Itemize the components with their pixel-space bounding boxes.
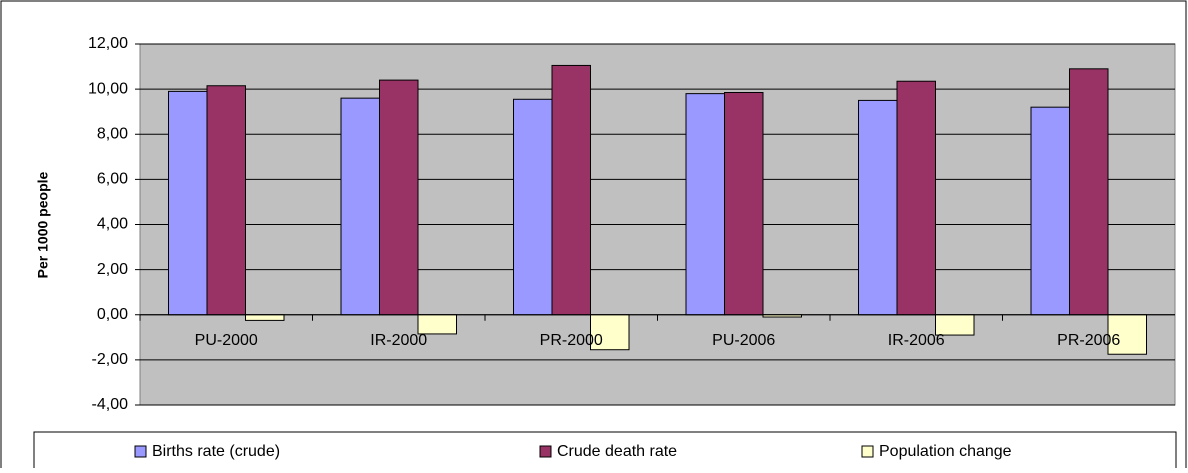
y-tick-label: 12,00 (88, 35, 128, 52)
y-tick-label: -4,00 (92, 396, 129, 413)
bar (685, 93, 725, 316)
y-axis-title: Per 1000 people (35, 171, 51, 278)
x-tick-label: IR-2000 (370, 332, 427, 349)
bar (168, 90, 208, 316)
bar (551, 64, 591, 316)
y-tick-label: 6,00 (97, 171, 128, 188)
legend-label: Crude death rate (557, 443, 677, 460)
y-tick-label: 10,00 (88, 80, 128, 97)
legend-swatch (861, 445, 874, 458)
y-tick-label: 8,00 (97, 125, 128, 142)
bar (245, 314, 285, 321)
legend-swatch (539, 445, 552, 458)
bar (896, 80, 936, 316)
y-tick-label: 4,00 (97, 216, 128, 233)
bar (206, 85, 246, 316)
bar (1030, 106, 1070, 316)
x-tick-label: PU-2000 (195, 332, 258, 349)
bar (340, 97, 380, 316)
y-tick-label: -2,00 (92, 351, 129, 368)
bar (1107, 314, 1147, 355)
legend-label: Births rate (crude) (152, 443, 280, 460)
legend-swatch (134, 445, 147, 458)
bar (724, 92, 764, 316)
bar (858, 99, 898, 316)
legend-label: Population change (879, 443, 1012, 460)
y-tick-label: 2,00 (97, 261, 128, 278)
x-tick-label: PR-2006 (1057, 332, 1120, 349)
y-tick-label: 0,00 (97, 306, 128, 323)
x-tick-label: PR-2000 (540, 332, 603, 349)
bar (379, 79, 419, 316)
x-tick-label: IR-2006 (888, 332, 945, 349)
bar (1069, 68, 1109, 316)
bar (513, 98, 553, 316)
x-tick-label: PU-2006 (712, 332, 775, 349)
legend-box (33, 431, 1177, 473)
